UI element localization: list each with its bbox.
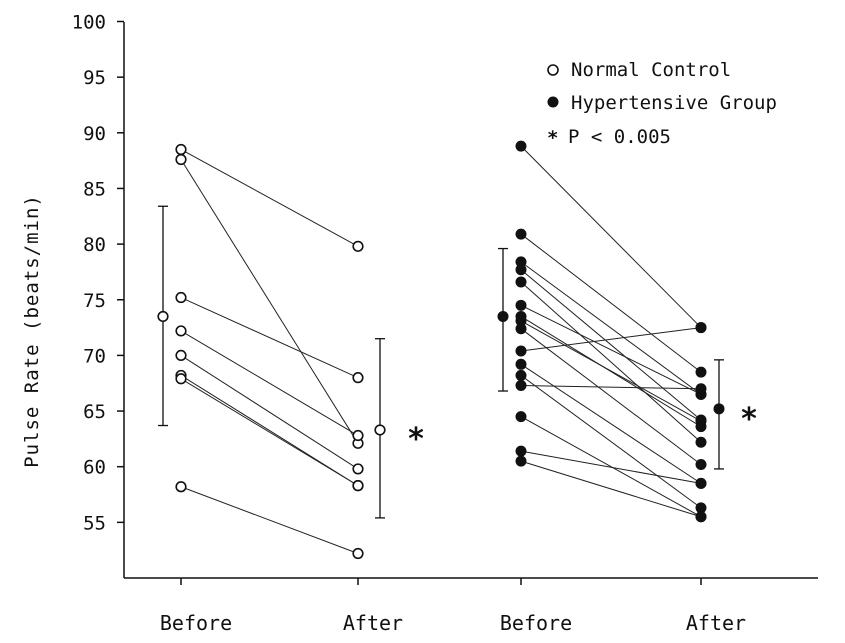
hypertensive-before-point [515,299,527,311]
y-tick-label: 70 [83,345,106,367]
hypertensive-before-point [515,315,527,327]
x-tick-label: After [686,611,746,635]
y-tick-label: 65 [83,401,106,423]
pair-line [520,261,702,395]
normal-after-point [352,429,364,442]
y-tick-label: 75 [83,290,106,312]
pair-line [180,330,359,436]
x-tick-label: Before [160,611,232,635]
hypertensive-before-point [515,411,527,423]
legend-filled-circle-marker [547,96,559,108]
normal-after-mean-point [374,424,386,436]
x-tick-label: After [343,611,403,635]
legend-open-circle-marker [547,64,559,76]
hypertensive-after-mean-point [713,403,725,415]
hypertensive-before-point [515,379,527,391]
hypertensive-before-point [515,323,527,335]
hypertensive-before-point [515,256,527,268]
significance-markers: * * [407,402,758,457]
hypertensive-before-point [515,345,527,357]
hypertensive-before-point [515,358,527,370]
normal-after-point [352,240,364,252]
normal-before-point [175,143,187,156]
pair-line [520,281,702,443]
error-bars [157,205,725,519]
y-tick-label: 90 [83,123,106,145]
normal-significance-star: * [407,422,425,457]
pair-line [180,159,359,444]
normal-before-mean-point [157,310,169,323]
pair-line [520,375,702,509]
legend-p-star: * [547,127,558,149]
hypertensive-after-point [695,458,707,470]
hypertensive-after-point [695,436,707,448]
pair-line [180,354,359,470]
hypertensive-after-point [695,322,707,334]
normal-after-point [352,463,364,475]
hypertensive-before-point [515,445,527,457]
hypertensive-before-point [515,264,527,276]
pair-line [520,328,702,465]
y-tick-label: 60 [83,457,106,479]
legend-normal-label: Normal Control [571,59,731,81]
normal-before-point [175,481,187,493]
hypertensive-before-point [515,140,527,152]
normal-before-point [175,153,187,166]
y-tick-label: 95 [83,67,106,89]
y-tick-label: 85 [83,178,106,200]
hypertensive-after-point [695,477,707,489]
hypertensive-after-point [695,383,707,395]
x-ticks: Before After Before After [160,578,746,635]
pair-line [520,320,702,422]
legend: Normal Control Hypertensive Group * P < … [547,59,777,149]
pair-line [520,416,702,518]
normal-before-point [175,373,187,385]
normal-before-point [175,349,187,362]
pair-line [520,304,702,395]
y-tick-label: 55 [83,512,106,534]
data-points [175,140,707,560]
pair-line [520,450,702,484]
pair-line [180,378,359,487]
legend-p-label: P < 0.005 [568,126,671,148]
pair-line [520,269,702,421]
pair-line [520,460,702,518]
y-ticks: 55 60 65 70 75 80 85 90 95 100 [72,12,124,534]
pair-line [180,149,359,247]
pair-line [520,233,702,373]
hypertensive-after-point [695,415,707,427]
normal-after-point [352,480,364,492]
hypertensive-before-point [515,369,527,381]
pair-line [520,384,702,390]
hypertensive-after-point [695,502,707,514]
y-tick-label: 80 [83,234,106,256]
hypertensive-before-point [515,276,527,288]
normal-after-point [352,547,364,560]
hypertensive-before-mean-point [497,310,509,322]
normal-before-point [175,291,187,304]
normal-before-point [175,325,187,337]
pair-line [180,486,359,554]
normal-after-point [352,372,364,384]
hypertensive-before-point [515,228,527,240]
pair-lines [180,145,702,554]
pair-line [520,363,702,484]
pair-line [180,297,359,379]
hypertensive-before-point [515,455,527,467]
hypertensive-significance-star: * [740,402,758,437]
y-tick-label: 100 [72,12,106,34]
hypertensive-after-point [695,511,707,523]
hypertensive-after-point [695,366,707,378]
y-axis-title: Pulse Rate (beats/min) [21,194,43,468]
x-tick-label: Before [500,611,572,635]
legend-hypertensive-label: Hypertensive Group [571,92,777,114]
pair-line [520,145,702,328]
pair-line [520,327,702,352]
